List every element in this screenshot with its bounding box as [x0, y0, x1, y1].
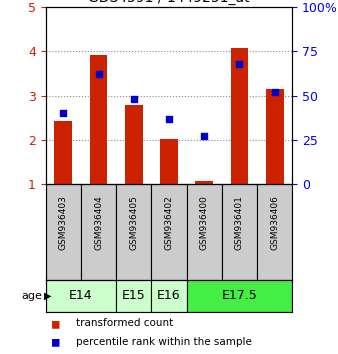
- Text: E15: E15: [122, 289, 146, 302]
- Text: E17.5: E17.5: [222, 289, 257, 302]
- Bar: [257, 184, 292, 280]
- Bar: [195, 181, 213, 184]
- Point: [166, 116, 172, 121]
- Bar: [151, 184, 187, 280]
- Point: [272, 89, 277, 95]
- Bar: [46, 184, 81, 280]
- Point: [237, 61, 242, 67]
- Text: E14: E14: [69, 289, 93, 302]
- Bar: [187, 280, 292, 312]
- Bar: [46, 280, 116, 312]
- Text: GSM936403: GSM936403: [59, 195, 68, 250]
- Text: age: age: [21, 291, 42, 301]
- Point: [201, 133, 207, 139]
- Bar: [125, 105, 143, 184]
- Bar: [231, 48, 248, 184]
- Bar: [90, 55, 107, 184]
- Text: ■: ■: [52, 317, 60, 330]
- Bar: [116, 184, 151, 280]
- Text: ■: ■: [52, 336, 60, 349]
- Text: GSM936402: GSM936402: [165, 195, 173, 250]
- Text: GSM936406: GSM936406: [270, 195, 279, 250]
- Bar: [151, 280, 187, 312]
- Text: E16: E16: [157, 289, 181, 302]
- Bar: [187, 184, 222, 280]
- Bar: [222, 184, 257, 280]
- Text: GSM936405: GSM936405: [129, 195, 138, 250]
- Point: [131, 96, 137, 102]
- Text: ▶: ▶: [44, 291, 51, 301]
- Text: GSM936401: GSM936401: [235, 195, 244, 250]
- Text: GSM936404: GSM936404: [94, 195, 103, 250]
- Bar: [160, 139, 178, 184]
- Point: [96, 72, 101, 77]
- Text: GSM936400: GSM936400: [200, 195, 209, 250]
- Bar: [54, 121, 72, 184]
- Text: percentile rank within the sample: percentile rank within the sample: [76, 337, 252, 347]
- Bar: [81, 184, 116, 280]
- Bar: [116, 280, 151, 312]
- Text: transformed count: transformed count: [76, 318, 173, 329]
- Point: [61, 110, 66, 116]
- Title: GDS4591 / 1449251_at: GDS4591 / 1449251_at: [88, 0, 250, 5]
- Bar: [266, 89, 284, 184]
